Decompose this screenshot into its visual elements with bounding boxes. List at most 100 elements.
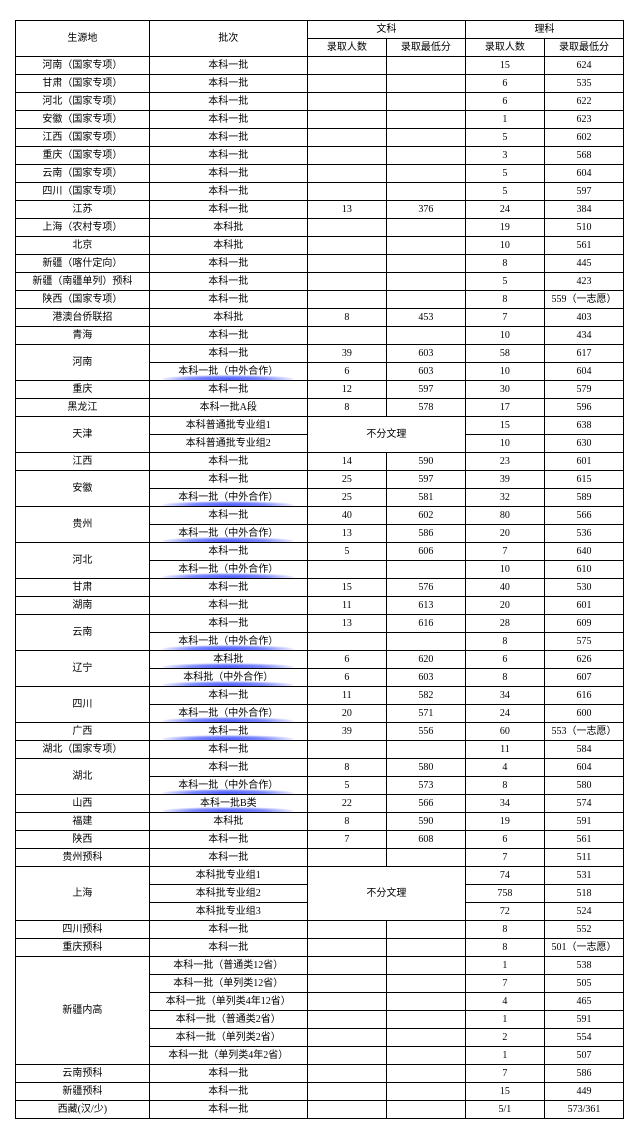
cell-region: 江苏 bbox=[16, 201, 150, 219]
cell-sci-count: 20 bbox=[465, 597, 544, 615]
cell-sci-count: 2 bbox=[465, 1029, 544, 1047]
cell-batch: 本科一批 bbox=[149, 111, 307, 129]
cell-sci-count: 3 bbox=[465, 147, 544, 165]
cell-arts-count bbox=[307, 93, 386, 111]
table-row: 山西本科一批B类2256634574 bbox=[16, 795, 624, 813]
cell-arts-score: 616 bbox=[386, 615, 465, 633]
cell-sci-count: 758 bbox=[465, 885, 544, 903]
cell-sci-score: 591 bbox=[544, 813, 623, 831]
cell-batch: 本科一批 bbox=[149, 615, 307, 633]
cell-batch: 本科普通批专业组1 bbox=[149, 417, 307, 435]
cell-arts-score bbox=[386, 1083, 465, 1101]
table-row: 江西（国家专项）本科一批5602 bbox=[16, 129, 624, 147]
cell-sci-score: 530 bbox=[544, 579, 623, 597]
cell-arts-score: 613 bbox=[386, 597, 465, 615]
cell-region: 甘肃（国家专项） bbox=[16, 75, 150, 93]
cell-sci-score: 552 bbox=[544, 921, 623, 939]
cell-batch: 本科一批 bbox=[149, 831, 307, 849]
cell-sci-count: 10 bbox=[465, 435, 544, 453]
cell-sci-score: 535 bbox=[544, 75, 623, 93]
cell-sci-score: 586 bbox=[544, 1065, 623, 1083]
cell-batch: 本科一批 bbox=[149, 381, 307, 399]
cell-arts-count: 25 bbox=[307, 489, 386, 507]
cell-batch: 本科一批 bbox=[149, 183, 307, 201]
cell-sci-score: 573/361 bbox=[544, 1101, 623, 1119]
cell-sci-count: 19 bbox=[465, 813, 544, 831]
cell-sci-score: 601 bbox=[544, 597, 623, 615]
cell-sci-count: 7 bbox=[465, 849, 544, 867]
cell-arts-score: 566 bbox=[386, 795, 465, 813]
cell-arts-score bbox=[386, 57, 465, 75]
cell-sci-count: 80 bbox=[465, 507, 544, 525]
cell-arts-count bbox=[307, 165, 386, 183]
table-row: 上海（农村专项）本科批19510 bbox=[16, 219, 624, 237]
table-row: 贵州本科一批4060280566 bbox=[16, 507, 624, 525]
cell-region: 四川（国家专项） bbox=[16, 183, 150, 201]
table-row: 甘肃（国家专项）本科一批6535 bbox=[16, 75, 624, 93]
cell-sci-score: 524 bbox=[544, 903, 623, 921]
cell-sci-count: 6 bbox=[465, 93, 544, 111]
cell-arts-score: 620 bbox=[386, 651, 465, 669]
cell-region: 湖北（国家专项） bbox=[16, 741, 150, 759]
cell-arts-score bbox=[386, 255, 465, 273]
cell-sci-count: 30 bbox=[465, 381, 544, 399]
header-region: 生源地 bbox=[16, 21, 150, 57]
cell-arts-count bbox=[307, 1029, 386, 1047]
cell-sci-count: 58 bbox=[465, 345, 544, 363]
cell-region: 上海 bbox=[16, 867, 150, 921]
cell-sci-count: 6 bbox=[465, 75, 544, 93]
cell-sci-score: 601 bbox=[544, 453, 623, 471]
cell-sci-score: 615 bbox=[544, 471, 623, 489]
cell-arts-score bbox=[386, 147, 465, 165]
cell-sci-count: 5 bbox=[465, 129, 544, 147]
cell-sci-count: 8 bbox=[465, 291, 544, 309]
cell-region: 安徽 bbox=[16, 471, 150, 507]
cell-batch: 本科批专业组1 bbox=[149, 867, 307, 885]
table-row: 江苏本科一批1337624384 bbox=[16, 201, 624, 219]
cell-sci-score: 589 bbox=[544, 489, 623, 507]
cell-sci-score: 559（一志愿） bbox=[544, 291, 623, 309]
cell-arts-score: 580 bbox=[386, 759, 465, 777]
cell-sci-count: 19 bbox=[465, 219, 544, 237]
table-row: 云南（国家专项）本科一批5604 bbox=[16, 165, 624, 183]
cell-sci-count: 10 bbox=[465, 363, 544, 381]
cell-region: 辽宁 bbox=[16, 651, 150, 687]
cell-arts-score: 602 bbox=[386, 507, 465, 525]
cell-sci-score: 622 bbox=[544, 93, 623, 111]
cell-sci-score: 507 bbox=[544, 1047, 623, 1065]
cell-arts-score bbox=[386, 849, 465, 867]
cell-sci-score: 604 bbox=[544, 363, 623, 381]
cell-batch: 本科一批 bbox=[149, 1083, 307, 1101]
cell-sci-count: 8 bbox=[465, 777, 544, 795]
header-sci: 理科 bbox=[465, 21, 623, 39]
cell-region: 江西 bbox=[16, 453, 150, 471]
cell-arts-count bbox=[307, 957, 386, 975]
cell-sci-count: 34 bbox=[465, 687, 544, 705]
cell-arts-score bbox=[386, 129, 465, 147]
table-row: 安徽本科一批2559739615 bbox=[16, 471, 624, 489]
cell-sci-count: 17 bbox=[465, 399, 544, 417]
table-row: 江西本科一批1459023601 bbox=[16, 453, 624, 471]
cell-batch: 本科一批（中外合作） bbox=[149, 777, 307, 795]
table-header: 生源地 批次 文科 理科 录取人数 录取最低分 录取人数 录取最低分 bbox=[16, 21, 624, 57]
table-body: 河南（国家专项）本科一批15624甘肃（国家专项）本科一批6535河北（国家专项… bbox=[16, 57, 624, 1119]
table-row: 湖北本科一批85804604 bbox=[16, 759, 624, 777]
cell-sci-score: 575 bbox=[544, 633, 623, 651]
cell-sci-count: 7 bbox=[465, 543, 544, 561]
cell-arts-score: 576 bbox=[386, 579, 465, 597]
cell-arts-score bbox=[386, 975, 465, 993]
cell-batch: 本科一批 bbox=[149, 849, 307, 867]
cell-batch: 本科一批 bbox=[149, 543, 307, 561]
cell-arts-count bbox=[307, 1047, 386, 1065]
table-row: 西藏(汉/少)本科一批5/1573/361 bbox=[16, 1101, 624, 1119]
cell-sci-score: 536 bbox=[544, 525, 623, 543]
cell-sci-count: 28 bbox=[465, 615, 544, 633]
cell-arts-score: 603 bbox=[386, 345, 465, 363]
cell-arts-count: 6 bbox=[307, 651, 386, 669]
cell-sci-score: 531 bbox=[544, 867, 623, 885]
cell-region: 河北（国家专项） bbox=[16, 93, 150, 111]
cell-arts-score bbox=[386, 633, 465, 651]
cell-batch: 本科一批 bbox=[149, 723, 307, 741]
cell-batch: 本科一批 bbox=[149, 939, 307, 957]
cell-arts-score: 376 bbox=[386, 201, 465, 219]
